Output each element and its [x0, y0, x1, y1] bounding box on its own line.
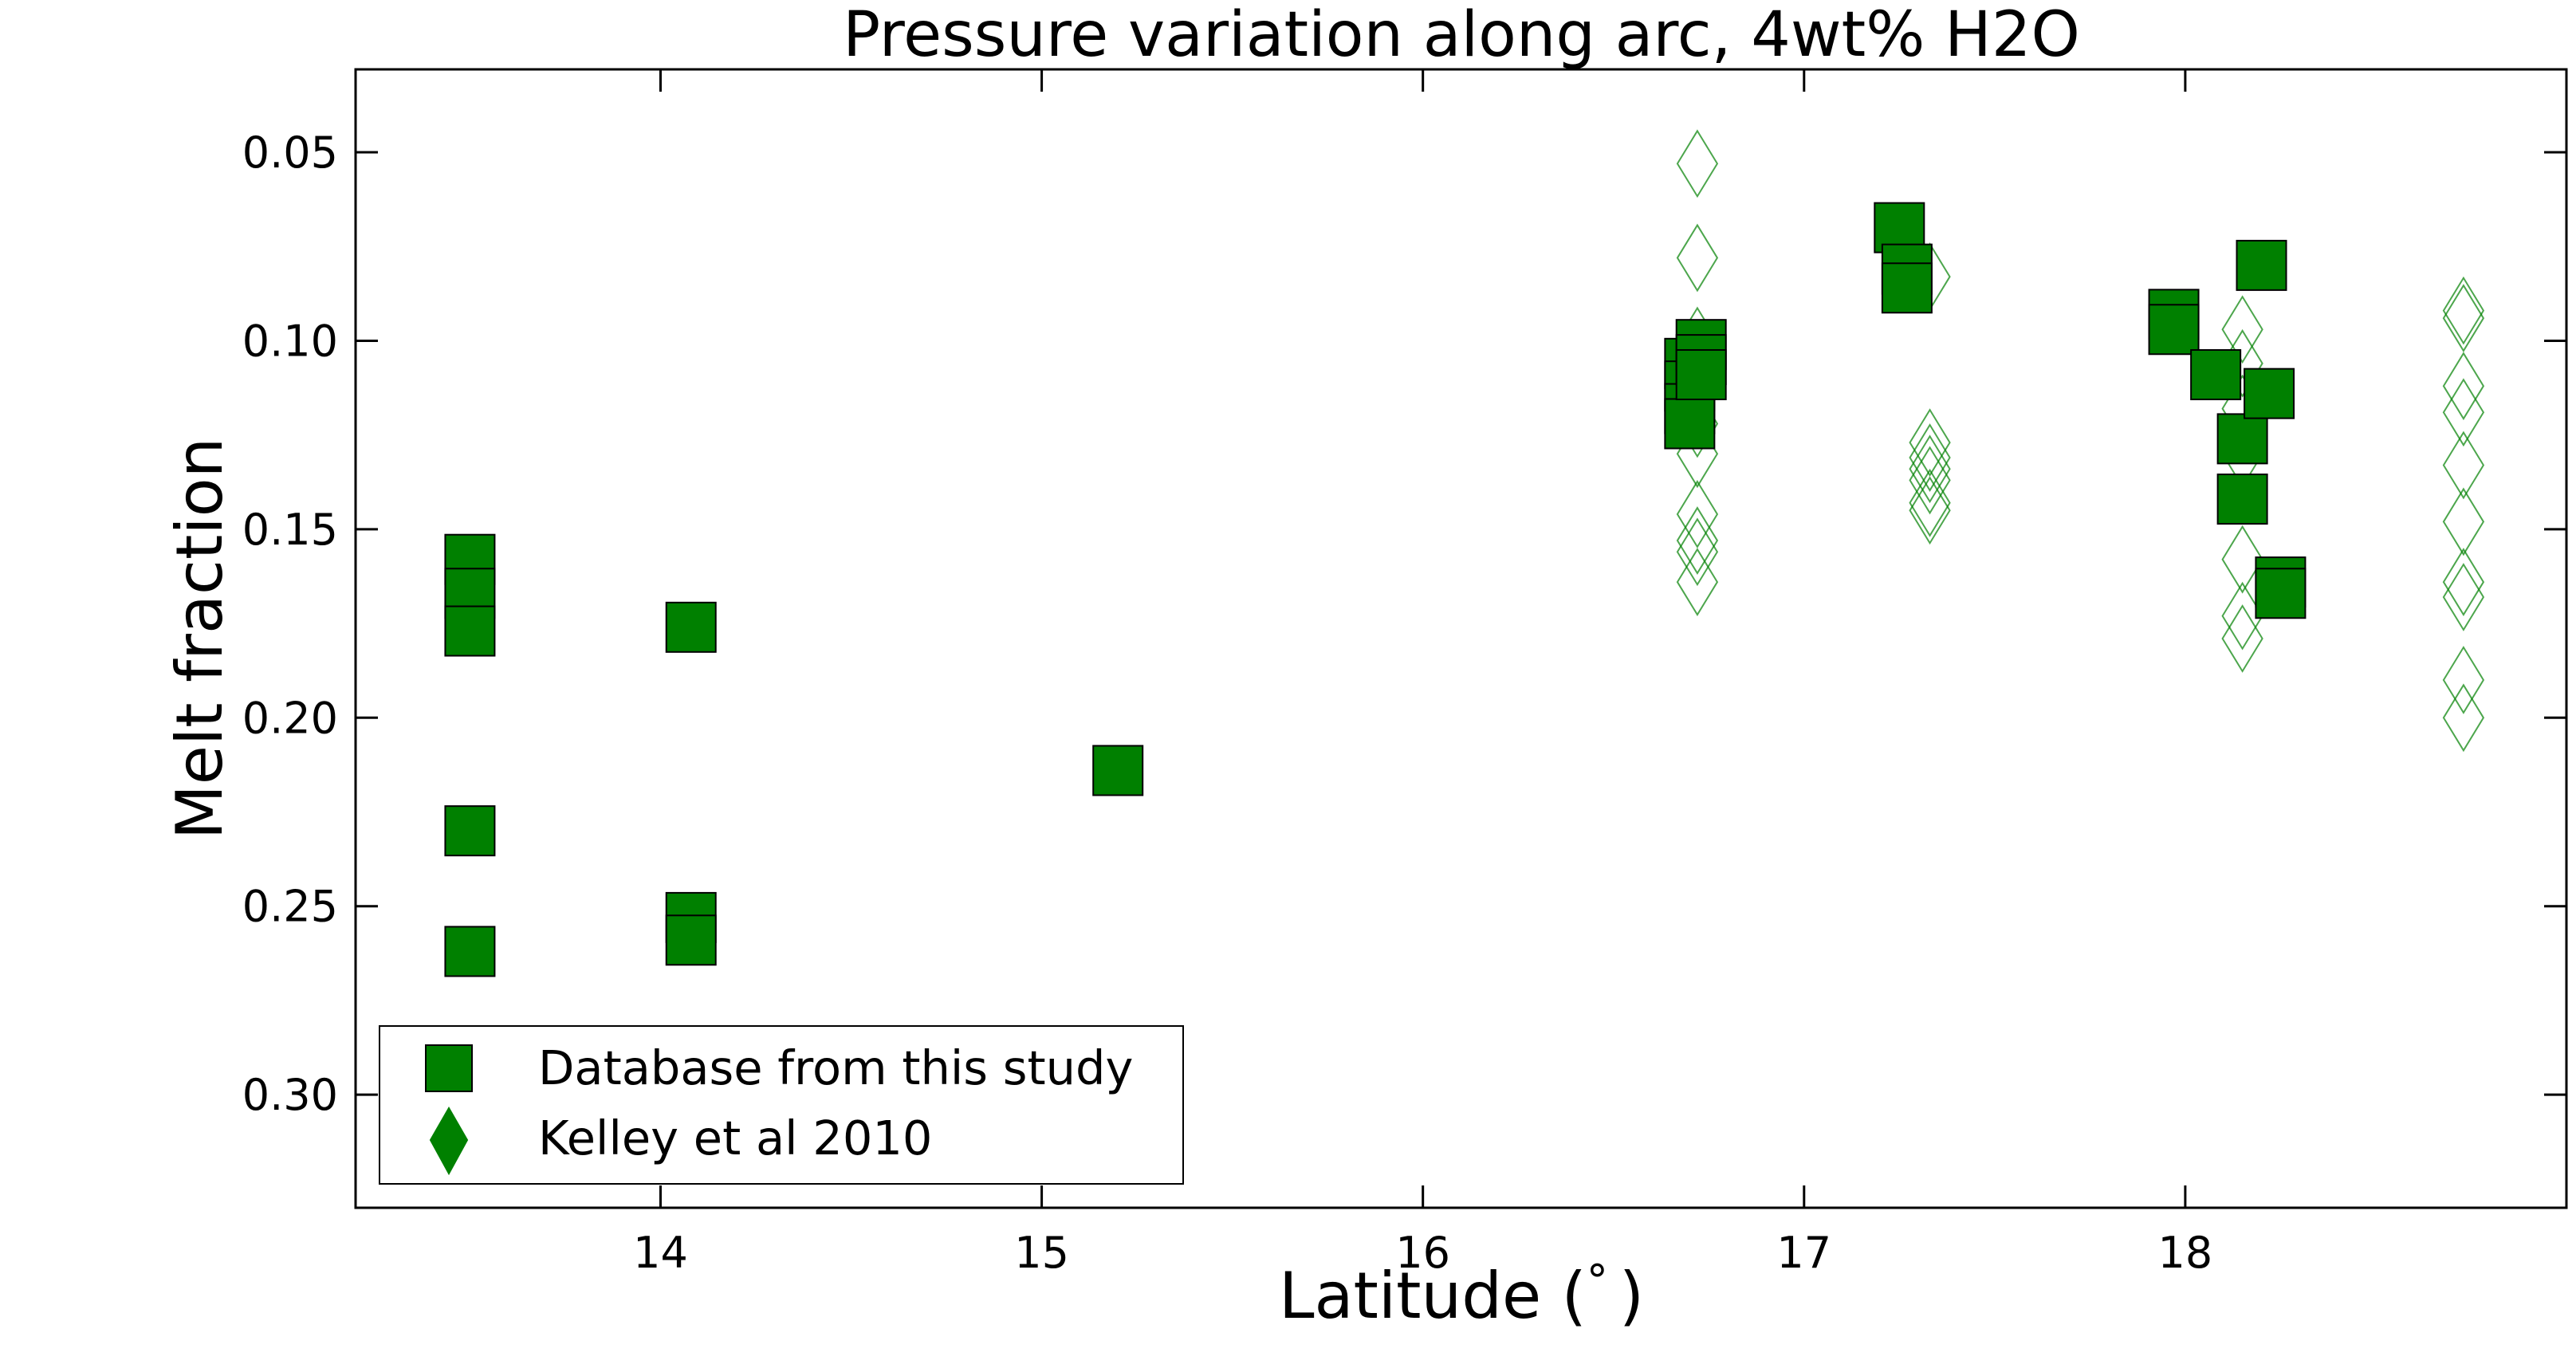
x-tick-label: 14 [633, 1228, 688, 1278]
database-point [665, 914, 717, 966]
axis-ticks: 14 15 16 17 18 0.05 0.10 0.15 0.20 0.25 0.30 [242, 69, 2566, 1278]
legend-label-kelley: Kelley et al 2010 [538, 1111, 932, 1166]
legend-box [379, 1025, 1184, 1185]
legend-diamond-marker [429, 1106, 469, 1176]
database-point [444, 805, 496, 857]
database-point [2216, 474, 2268, 525]
kelley-point [2442, 487, 2485, 556]
kelley-point [1676, 129, 1719, 199]
database-point [2216, 413, 2268, 465]
x-tick-label: 16 [1395, 1228, 1450, 1278]
kelley-point [2442, 352, 2485, 421]
kelley-point [2442, 646, 2485, 714]
kelley-point [2442, 284, 2485, 353]
kelley-point [1909, 476, 1951, 545]
database-point [444, 926, 496, 977]
kelley-point [1676, 223, 1719, 293]
database-point [2190, 349, 2242, 401]
kelley-point [1909, 408, 1951, 478]
kelley-point [1676, 517, 1719, 587]
x-tick-label: 18 [2158, 1228, 2213, 1278]
x-tick-label: 15 [1014, 1228, 1069, 1278]
y-axis-label: Melt fraction [163, 438, 237, 840]
y-tick-label: 0.30 [242, 1070, 338, 1120]
legend-square-marker [425, 1044, 473, 1092]
kelley-point [1909, 468, 1951, 537]
kelley-point [2221, 525, 2263, 594]
kelley-point [1909, 434, 1951, 504]
x-tick-label: 17 [1776, 1228, 1831, 1278]
kelley-point [2221, 604, 2263, 673]
legend: Database from this study Kelley et al 20… [379, 1025, 1184, 1185]
x-axis-label-close: ) [1619, 1259, 1644, 1333]
database-point [1664, 398, 1716, 450]
database-point [444, 605, 496, 657]
database-point [1092, 745, 1144, 796]
x-axis-label: Latitude (°) [1279, 1256, 1644, 1333]
y-tick-label: 0.05 [242, 128, 338, 178]
kelley-point [1676, 480, 1719, 548]
degree-symbol: ° [1587, 1256, 1608, 1306]
y-tick-label: 0.20 [242, 693, 338, 743]
database-point [2244, 368, 2295, 419]
database-point [2148, 304, 2200, 356]
database-point [2236, 239, 2287, 291]
database-point [1675, 349, 1727, 401]
kelley-point [2442, 563, 2485, 631]
kelley-point [2442, 548, 2485, 616]
y-tick-label: 0.10 [242, 316, 338, 366]
kelley-point [2442, 378, 2485, 447]
database-point [665, 601, 717, 653]
kelley-point [2221, 295, 2263, 364]
legend-label-database: Database from this study [538, 1040, 1133, 1095]
kelley-point [2442, 683, 2485, 753]
plot-frame [354, 68, 2568, 1209]
kelley-point [1909, 423, 1951, 492]
kelley-point [1676, 548, 1719, 616]
database-point [2255, 568, 2307, 619]
chart-title: Pressure variation along arc, 4wt% H2O [843, 0, 2080, 71]
data-points [444, 129, 2485, 977]
y-tick-label: 0.25 [242, 882, 338, 932]
y-tick-label: 0.15 [242, 505, 338, 555]
kelley-point [2442, 276, 2485, 345]
database-point [1881, 262, 1933, 314]
kelley-point [1909, 446, 1951, 515]
kelley-point [1676, 506, 1719, 575]
x-axis-label-text: Latitude ( [1279, 1259, 1587, 1333]
kelley-point [2442, 430, 2485, 500]
